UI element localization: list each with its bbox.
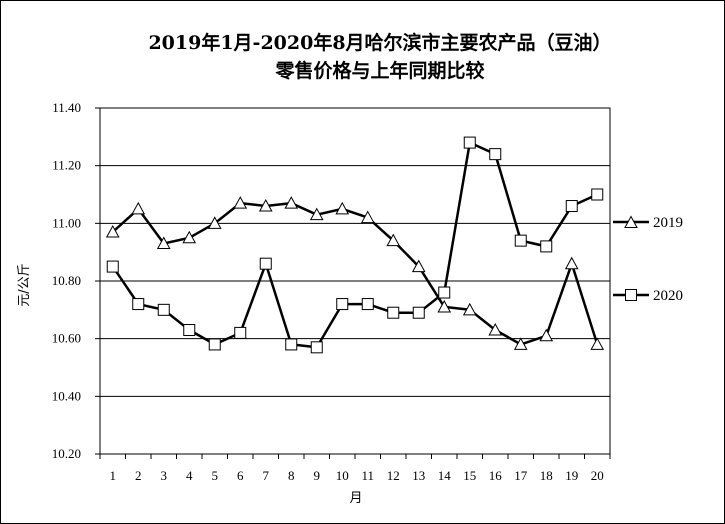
chart-subtitle: 零售价格与上年同期比较 (274, 59, 484, 82)
point-2020-18 (540, 240, 553, 253)
point-2020-14 (438, 286, 451, 299)
point-2020-17 (514, 234, 527, 247)
grid (100, 165, 610, 397)
legend-label-2020: 2020 (653, 288, 683, 304)
y-axis-label: 元/公斤 (17, 263, 32, 306)
x-axis-ticks: 1 2 3 4 5 6 7 8 9 10 11 12 13 14 15 16 17 18 19 20 (99, 454, 611, 483)
x-tick-label: 18 (540, 468, 553, 483)
point-2020-6 (234, 326, 247, 339)
x-axis-label: 月 (349, 491, 362, 506)
point-2020-11 (361, 298, 374, 311)
point-2019-4 (182, 230, 197, 244)
x-tick-label: 17 (514, 468, 528, 483)
point-2019-10 (335, 201, 350, 215)
point-2019-20 (590, 337, 605, 350)
y-tick-label: 10.80 (52, 273, 81, 288)
x-tick-label: 10 (336, 468, 349, 483)
legend-item-2020: 2020 (613, 288, 683, 304)
y-tick-label: 10.40 (52, 388, 81, 403)
x-tick-label: 15 (463, 468, 476, 483)
series-group (105, 136, 605, 354)
series-line-2019 (111, 201, 599, 346)
x-tick-label: 8 (288, 468, 295, 483)
point-2020-12 (387, 306, 400, 319)
x-tick-label: 6 (237, 468, 244, 483)
x-tick-label: 5 (212, 468, 219, 483)
point-2020-19 (565, 200, 578, 213)
point-2020-13 (412, 306, 425, 319)
point-2020-4 (183, 324, 196, 337)
x-tick-label: 13 (412, 468, 425, 483)
point-2020-7 (259, 257, 272, 270)
legend-marker-2020 (625, 289, 637, 301)
x-tick-label: 12 (387, 468, 400, 483)
y-tick-label: 11.00 (52, 215, 81, 230)
x-tick-label: 4 (186, 468, 193, 483)
x-tick-label: 2 (135, 468, 142, 483)
y-tick-label: 10.20 (52, 446, 81, 461)
point-2019-3 (156, 236, 171, 250)
point-2020-8 (285, 338, 298, 351)
point-2020-15 (463, 136, 476, 149)
legend-item-2019: 2019 (613, 215, 683, 231)
point-2020-5 (208, 338, 221, 351)
x-tick-label: 20 (591, 468, 604, 483)
point-2019-12 (386, 233, 401, 247)
x-tick-label: 7 (263, 468, 270, 483)
y-tick-label: 11.20 (52, 158, 81, 173)
x-tick-label: 11 (361, 468, 374, 483)
legend-marker-2019 (624, 215, 638, 228)
legend: 2019 2020 (613, 215, 683, 304)
x-tick-label: 1 (110, 468, 117, 483)
point-2019-7 (258, 198, 273, 212)
point-2019-6 (233, 196, 248, 209)
point-2019-15 (462, 302, 477, 316)
point-2019-17 (513, 337, 528, 350)
x-tick-label: 9 (314, 468, 321, 483)
point-2020-2 (132, 298, 145, 311)
point-2020-3 (157, 303, 170, 316)
x-tick-label: 3 (161, 468, 168, 483)
point-2019-18 (539, 328, 554, 342)
point-2019-2 (131, 201, 146, 215)
y-tick-label: 11.40 (52, 100, 81, 115)
point-2019-14 (437, 299, 452, 313)
point-2020-1 (106, 260, 119, 273)
point-2020-10 (336, 298, 349, 311)
point-2019-19 (564, 256, 579, 270)
legend-label-2019: 2019 (653, 215, 683, 231)
y-axis-ticks: 10.20 10.40 10.60 10.80 11.00 11.20 11.40 (52, 100, 100, 461)
point-2019-8 (284, 196, 299, 209)
point-2020-20 (591, 188, 604, 201)
x-tick-label: 14 (438, 468, 452, 483)
point-2019-5 (207, 216, 222, 229)
x-tick-label: 19 (565, 468, 578, 483)
point-2019-11 (360, 210, 375, 224)
x-tick-label: 16 (489, 468, 503, 483)
point-2019-1 (105, 224, 120, 238)
point-2020-16 (489, 148, 502, 161)
point-2020-9 (310, 341, 323, 354)
point-2019-16 (488, 322, 503, 336)
plot-area-border (99, 107, 611, 455)
chart-title: 2019年1月-2020年8月哈尔滨市主要农产品（豆油） (148, 31, 611, 54)
y-tick-label: 10.60 (52, 331, 81, 346)
point-2019-13 (411, 259, 426, 273)
point-2019-9 (309, 207, 324, 221)
